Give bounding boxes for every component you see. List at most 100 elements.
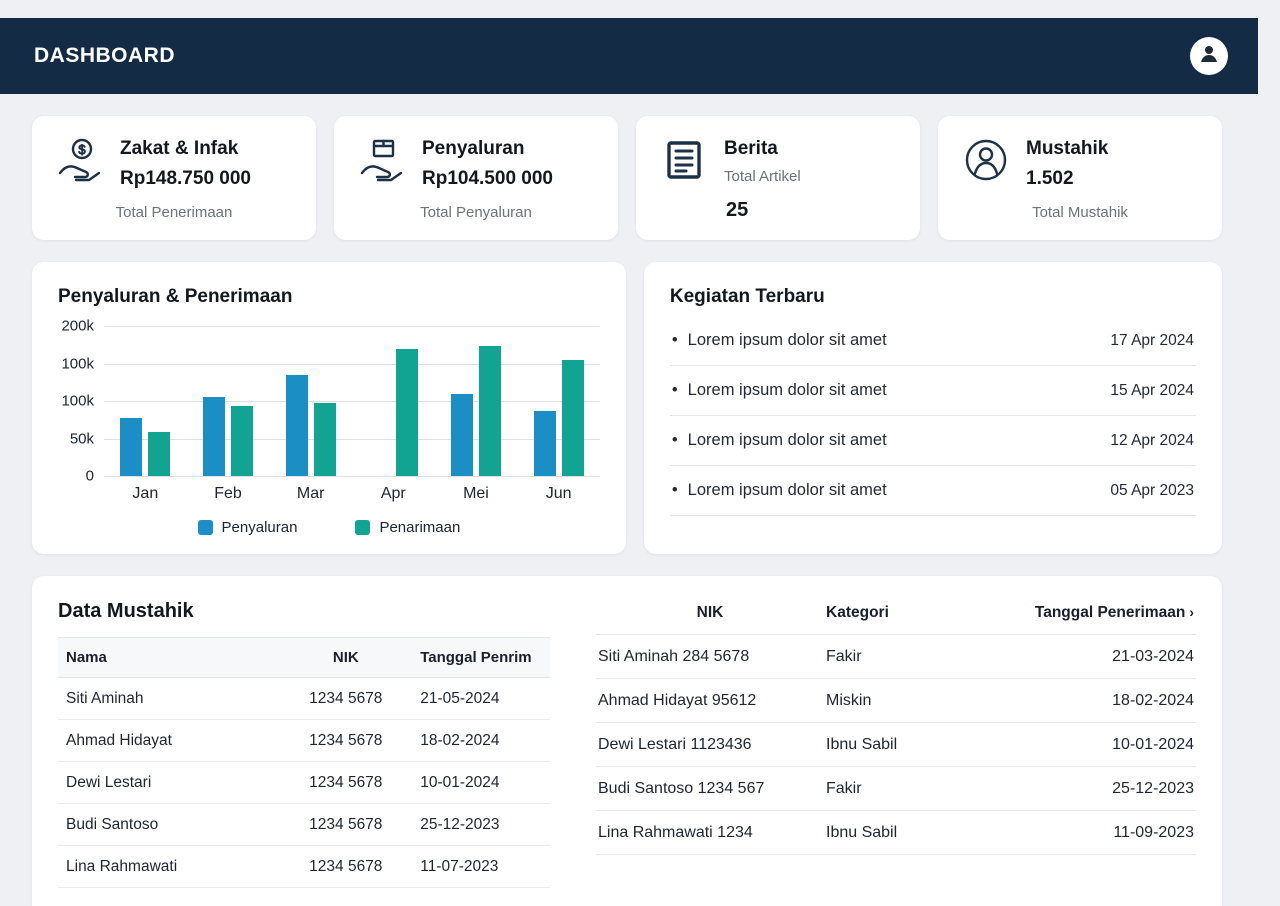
stat-card-berita[interactable]: Berita Total Artikel 25 [636, 116, 920, 240]
mustahik-icon [962, 136, 1010, 184]
y-tick-label: 200k [61, 317, 94, 335]
cell-nama: Dewi Lestari [58, 761, 280, 804]
table-row[interactable]: Lina Rahmawati 1234 5678 11-07-2023 [58, 845, 550, 888]
cell-nik: Ahmad Hidayat 95612 [596, 678, 824, 723]
bar-penarimaan [148, 431, 171, 476]
table-row[interactable]: Ahmad Hidayat 1234 5678 18-02-2024 [58, 719, 550, 762]
activity-text: Lorem ipsum dolor sit amet [672, 431, 887, 450]
activity-item[interactable]: Lorem ipsum dolor sit amet 12 Apr 2024 [669, 416, 1196, 466]
legend-swatch-teal [355, 520, 371, 535]
table-row[interactable]: Siti Aminah 284 5678 Fakir 21-03-2024 [596, 634, 1196, 679]
bar-penarimaan [313, 403, 336, 476]
stat-card-zakat[interactable]: $ Zakat & Infak Rp148.750 000 Total Pene… [32, 116, 316, 240]
gridline [104, 401, 600, 402]
activity-item[interactable]: Lorem ipsum dolor sit amet 05 Apr 2023 [669, 466, 1196, 516]
cell-nik: 1234 5678 [279, 845, 413, 888]
cell-kategori: Fakir [824, 634, 1004, 679]
table-row[interactable]: Ahmad Hidayat 95612 Miskin 18-02-2024 [596, 678, 1196, 723]
cell-nik: 1234 5678 [279, 719, 413, 762]
x-axis-label: Apr [380, 485, 406, 502]
chevron-right-icon: › [1189, 604, 1194, 620]
mustahik-left-block: Data Mustahik Nama NIK Tanggal Penrim Si… [58, 594, 550, 888]
column-header-tanggal-penerimaan[interactable]: Tanggal Penerimaan › [1004, 594, 1196, 635]
stat-value: 1.502 [1026, 168, 1074, 189]
cell-nik: 1234 5678 [279, 677, 413, 720]
main-content: $ Zakat & Infak Rp148.750 000 Total Pene… [0, 94, 1280, 906]
stat-value: Rp148.750 000 [120, 168, 251, 189]
bar-group-feb [187, 326, 270, 476]
table-row[interactable]: Budi Santoso 1234 567 Fakir 25-12-2023 [596, 766, 1196, 811]
table-row[interactable]: Dewi Lestari 1234 5678 10-01-2024 [58, 761, 550, 804]
activities-title: Kegiatan Terbaru [669, 286, 825, 307]
cell-kategori: Fakir [824, 766, 1004, 811]
table-row[interactable]: Siti Aminah 1234 5678 21-05-2024 [58, 677, 550, 720]
stat-value: 25 [726, 199, 749, 221]
table-header-row: NIK Kategori Tanggal Penerimaan › [596, 594, 1196, 635]
cell-tanggal: 10-01-2024 [1004, 722, 1196, 767]
x-axis-label: Jan [132, 485, 159, 502]
cell-nama: Lina Rahmawati [58, 845, 280, 888]
cell-kategori: Ibnu Sabil [824, 810, 1004, 855]
activity-item[interactable]: Lorem ipsum dolor sit amet 17 Apr 2024 [669, 316, 1196, 366]
cell-nik: Dewi Lestari 1123436 [596, 722, 824, 767]
cell-nama: Ahmad Hidayat [58, 719, 280, 762]
legend-item-penyaluran: Penyaluran [197, 519, 298, 536]
svg-text:$: $ [78, 142, 86, 157]
table-row[interactable]: Lina Rahmawati 1234 Ibnu Sabil 11-09-202… [596, 810, 1196, 855]
gridline [104, 326, 600, 327]
page-title: DASHBOARD [34, 44, 175, 67]
stat-caption: Total Mustahik [1032, 204, 1128, 221]
x-axis-labels: Jan Feb Mar Apr Mei Jun [58, 485, 600, 503]
stat-title: Zakat & Infak [120, 138, 239, 159]
bar-penarimaan [561, 359, 584, 476]
activity-date: 12 Apr 2024 [1110, 431, 1194, 449]
user-avatar-button[interactable] [1190, 37, 1228, 75]
activity-text: Lorem ipsum dolor sit amet [672, 331, 887, 350]
data-mustahik-title: Data Mustahik [58, 600, 194, 622]
penyaluran-icon [358, 136, 406, 184]
cell-kategori: Miskin [824, 678, 1004, 723]
cell-nik: Budi Santoso 1234 567 [596, 766, 824, 811]
cell-nik: 1234 5678 [279, 761, 413, 804]
cell-nik: Siti Aminah 284 5678 [596, 634, 824, 679]
cell-kategori: Ibnu Sabil [824, 722, 1004, 767]
activity-date: 17 Apr 2024 [1110, 331, 1194, 349]
bar-chart-plot [104, 326, 600, 477]
stat-caption: Total Artikel [724, 168, 801, 185]
cell-tanggal: 21-05-2024 [412, 677, 550, 720]
bar-groups [104, 326, 600, 476]
chart-legend: Penyaluran Penarimaan [58, 519, 600, 536]
mustahik-table-right: NIK Kategori Tanggal Penerimaan › Siti Am… [596, 594, 1196, 855]
activity-list: Lorem ipsum dolor sit amet 17 Apr 2024 L… [669, 316, 1196, 516]
x-axis-label: Mar [296, 485, 325, 502]
bar-penarimaan [478, 346, 501, 476]
y-tick-label: 100k [61, 355, 94, 372]
activity-item[interactable]: Lorem ipsum dolor sit amet 15 Apr 2024 [669, 366, 1196, 416]
cell-tanggal: 25-12-2023 [412, 803, 550, 846]
gridline [104, 438, 600, 440]
user-icon [1197, 42, 1221, 71]
stat-caption: Total Penyaluran [420, 204, 532, 221]
data-mustahik-panel: Data Mustahik Nama NIK Tanggal Penrim Si… [32, 576, 1222, 906]
table-row[interactable]: Dewi Lestari 1123436 Ibnu Sabil 10-01-20… [596, 722, 1196, 767]
x-axis-label: Mei [463, 485, 489, 502]
cell-tanggal: 18-02-2024 [412, 719, 550, 762]
bar-penyaluran [285, 374, 308, 476]
table-row[interactable]: Budi Santoso 1234 5678 25-12-2023 [58, 803, 550, 846]
bar-group-jan [104, 326, 187, 476]
legend-label: Penyaluran [221, 519, 298, 536]
stat-card-penyaluran[interactable]: Penyaluran Rp104.500 000 Total Penyalura… [334, 116, 618, 240]
cell-nama: Budi Santoso [58, 803, 280, 846]
legend-label: Penarimaan [379, 519, 461, 536]
cell-tanggal: 18-02-2024 [1004, 678, 1196, 723]
bar-group-jun [517, 326, 600, 476]
activity-text: Lorem ipsum dolor sit amet [672, 481, 887, 500]
bar-group-mei [435, 326, 518, 476]
zakat-icon: $ [56, 136, 104, 184]
stat-title: Penyaluran [422, 138, 525, 159]
stat-card-mustahik[interactable]: Mustahik 1.502 Total Mustahik [938, 116, 1222, 240]
legend-item-penarimaan: Penarimaan [355, 519, 460, 536]
activity-text: Lorem ipsum dolor sit amet [672, 381, 887, 400]
y-axis: 200k 100k 100k 50k 0 [58, 318, 104, 485]
mustahik-table-left: Nama NIK Tanggal Penrim Siti Aminah 1234… [58, 637, 550, 888]
